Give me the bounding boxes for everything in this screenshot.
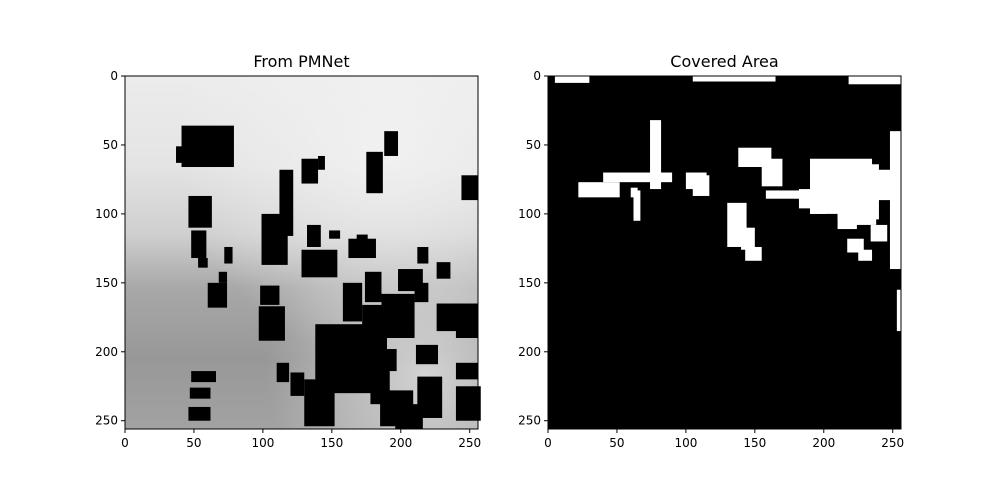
y-tick-label: 250: [95, 414, 118, 428]
y-tick-label: 200: [95, 345, 118, 359]
covered-region: [554, 76, 590, 83]
building: [318, 155, 325, 170]
y-tick-label: 150: [95, 276, 118, 290]
building: [342, 282, 363, 322]
x-tick-label: 100: [674, 436, 697, 450]
y-tick-label: 200: [518, 345, 541, 359]
covered-region: [650, 120, 662, 190]
building: [191, 230, 207, 259]
covered-region: [889, 131, 901, 270]
building: [381, 293, 415, 338]
building: [415, 344, 439, 365]
covered-region: [809, 194, 827, 214]
building: [455, 321, 478, 338]
covered-region: [837, 204, 857, 230]
axes-frame: [124, 75, 479, 430]
axes-frame: [547, 75, 902, 430]
covered-region: [847, 238, 864, 253]
x-tick-label: 50: [186, 436, 201, 450]
y-tick-label: 100: [95, 207, 118, 221]
covered-region: [741, 227, 755, 250]
x-tick-label: 200: [812, 436, 835, 450]
covered-region: [633, 190, 641, 221]
y-tick-label: 100: [518, 207, 541, 221]
y-tick-label: 250: [518, 414, 541, 428]
building: [356, 234, 368, 243]
building: [301, 249, 338, 278]
y-tick-label: 50: [526, 138, 541, 152]
covered-region: [692, 76, 776, 82]
x-tick-label: 100: [251, 436, 274, 450]
chart-title: Covered Area: [670, 52, 778, 71]
building: [384, 349, 397, 372]
covered-region: [848, 76, 901, 85]
covered-region: [761, 158, 783, 187]
building: [188, 195, 212, 228]
building: [301, 158, 319, 184]
covered-region: [870, 224, 888, 242]
building: [176, 146, 189, 163]
building: [207, 282, 228, 308]
building: [218, 271, 228, 283]
building: [307, 224, 321, 247]
building: [455, 386, 481, 421]
building: [276, 362, 290, 383]
building: [304, 379, 335, 427]
x-tick-label: 150: [743, 436, 766, 450]
building: [417, 376, 443, 418]
x-tick-label: 200: [389, 436, 412, 450]
building: [461, 175, 478, 201]
building: [364, 271, 382, 303]
covered-region: [765, 190, 808, 199]
y-tick-label: 150: [518, 276, 541, 290]
x-tick-label: 0: [544, 436, 552, 450]
y-tick-label: 50: [103, 138, 118, 152]
x-tick-label: 250: [881, 436, 904, 450]
y-tick-label: 0: [533, 69, 541, 83]
covered-region: [685, 172, 707, 190]
covered-region: [578, 182, 620, 198]
building: [362, 304, 385, 344]
building: [260, 285, 280, 305]
building: [188, 406, 211, 421]
covered-region: [745, 246, 762, 261]
y-tick-label: 0: [110, 69, 118, 83]
chart-title: From PMNet: [253, 52, 349, 71]
covered-region: [603, 172, 673, 183]
building: [258, 306, 285, 341]
building: [366, 151, 383, 194]
building: [198, 258, 208, 268]
building: [189, 387, 211, 399]
covered-background: [548, 76, 901, 429]
covered-region: [858, 249, 873, 261]
building: [436, 262, 451, 279]
building: [290, 372, 305, 396]
building: [348, 238, 376, 259]
building: [417, 246, 429, 264]
building: [455, 362, 478, 380]
x-tick-label: 0: [121, 436, 129, 450]
covered-region: [854, 208, 877, 225]
building: [329, 230, 341, 239]
building: [224, 246, 233, 264]
covered-region: [896, 289, 901, 332]
building: [191, 371, 217, 383]
building: [279, 169, 294, 236]
x-tick-label: 50: [609, 436, 624, 450]
building: [384, 131, 399, 156]
x-tick-label: 150: [320, 436, 343, 450]
building: [181, 125, 234, 168]
building: [414, 282, 429, 303]
x-tick-label: 250: [458, 436, 481, 450]
